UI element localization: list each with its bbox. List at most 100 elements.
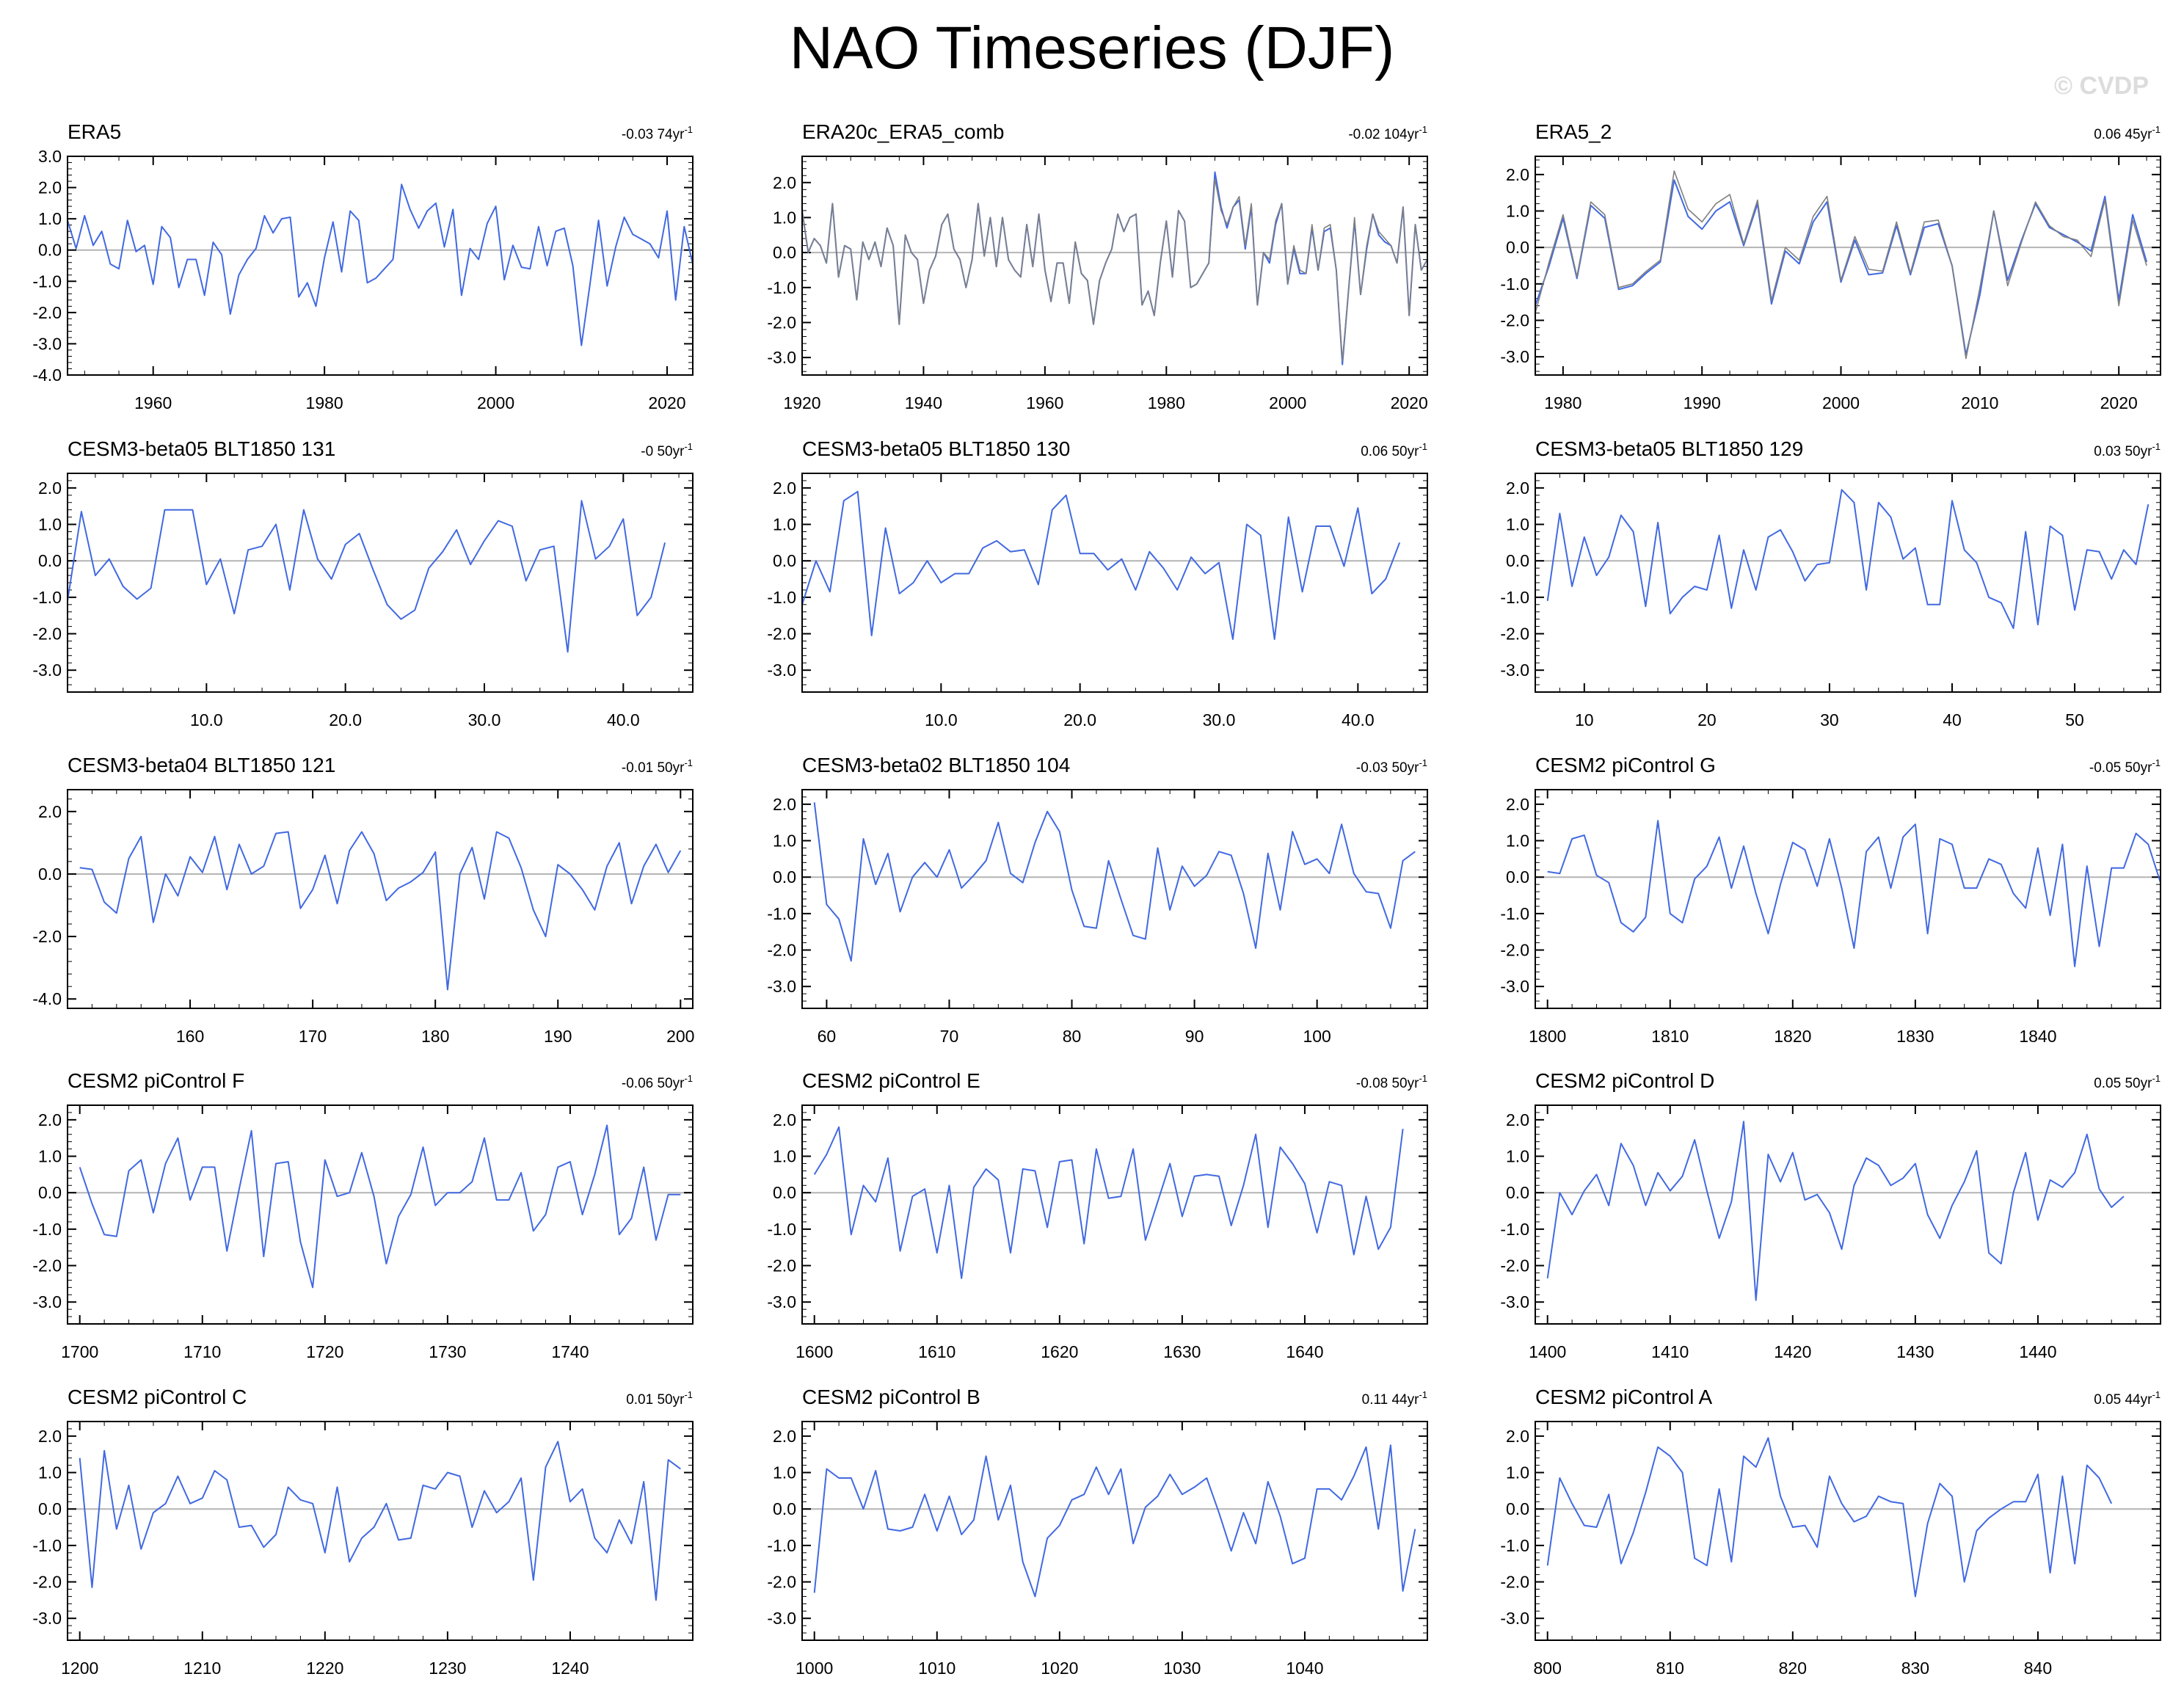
x-tick-label: 40	[1943, 710, 1962, 729]
y-tick-label: 2.0	[773, 1110, 796, 1129]
x-tick-label: 1840	[2019, 1027, 2056, 1046]
chart-panel-6: CESM3-beta05 BLT1850 129 0.03 50yr-1 -3.0 -…	[1500, 437, 2161, 729]
x-tick-label: 1420	[1774, 1342, 1811, 1361]
x-tick-label: 20.0	[1063, 710, 1096, 729]
y-tick-label: -2.0	[32, 1256, 62, 1275]
series-line	[1546, 1437, 2113, 1598]
trend-label: 0.05 50yr-1	[2094, 1073, 2161, 1091]
panel-title: ERA20c_ERA5_comb	[802, 120, 1004, 143]
y-tick-label: 1.0	[1506, 202, 1529, 221]
x-tick-label: 1980	[1544, 393, 1581, 412]
x-tick-label: 90	[1185, 1027, 1204, 1046]
x-tick-label: 170	[299, 1027, 327, 1046]
series-line	[79, 1441, 681, 1601]
y-tick-label: 2.0	[773, 795, 796, 814]
series-line	[79, 1124, 681, 1289]
x-tick-label: 1610	[918, 1342, 956, 1361]
y-tick-label: -1.0	[32, 272, 62, 291]
y-tick-label: -1.0	[767, 588, 796, 607]
x-tick-label: 810	[1656, 1659, 1684, 1678]
panel-title: CESM3-beta04 BLT1850 121	[68, 754, 335, 776]
chart-panel-12: CESM2 piControl D 0.05 50yr-1 -3.0 -2.0 -1.0…	[1500, 1069, 2161, 1361]
x-tick-label: 10.0	[925, 710, 958, 729]
y-tick-label: -1.0	[1500, 1536, 1529, 1555]
y-tick-label: -2.0	[767, 313, 796, 332]
chart-panel-8: CESM3-beta02 BLT1850 104 -0.03 50yr-1 -3.0…	[767, 754, 1428, 1046]
y-tick-label: 0.0	[1506, 1183, 1529, 1202]
x-tick-label: 1000	[796, 1659, 833, 1678]
x-tick-label: 1030	[1163, 1659, 1201, 1678]
x-tick-label: 190	[544, 1027, 572, 1046]
y-tick-label: 0.0	[1506, 238, 1529, 257]
series-line	[67, 500, 666, 653]
series-line	[1547, 820, 2161, 967]
x-tick-label: 1730	[429, 1342, 466, 1361]
y-tick-label: -2.0	[1500, 311, 1529, 330]
x-tick-label: 10	[1575, 710, 1594, 729]
y-tick-label: 2.0	[1506, 795, 1529, 814]
x-tick-label: 100	[1303, 1027, 1331, 1046]
y-tick-label: 0.0	[1506, 551, 1529, 570]
y-tick-label: 1.0	[1506, 831, 1529, 851]
x-tick-label: 40.0	[607, 710, 640, 729]
x-tick-label: 1960	[1026, 393, 1063, 412]
x-tick-label: 2020	[2100, 393, 2138, 412]
y-tick-label: -3.0	[767, 348, 796, 367]
x-tick-label: 40.0	[1342, 710, 1375, 729]
y-tick-label: 0.0	[773, 243, 796, 262]
trend-label: 0.06 45yr-1	[2094, 124, 2161, 142]
y-tick-label: 1.0	[1506, 1147, 1529, 1166]
chart-panel-3: ERA5_2 0.06 45yr-1 -3.0 -2.0 -1.0 0.0 1.0 2.0 19…	[1500, 120, 2161, 412]
y-tick-label: 2.0	[38, 1110, 62, 1129]
x-tick-label: 1740	[551, 1342, 589, 1361]
y-tick-label: 2.0	[38, 178, 62, 197]
chart-panel-14: CESM2 piControl B 0.11 44yr-1 -3.0 -2.0 -1.0…	[767, 1386, 1428, 1678]
x-tick-label: 1630	[1163, 1342, 1201, 1361]
y-tick-label: -1.0	[767, 278, 796, 297]
y-tick-label: -1.0	[1500, 274, 1529, 294]
y-tick-label: -3.0	[32, 334, 62, 353]
y-tick-label: 0.0	[1506, 1499, 1529, 1518]
x-tick-label: 1820	[1774, 1027, 1811, 1046]
x-tick-label: 20	[1697, 710, 1717, 729]
plot-frame	[801, 789, 1428, 1009]
x-tick-label: 200	[666, 1027, 694, 1046]
y-tick-label: -1.0	[767, 904, 796, 923]
panel-title: CESM2 piControl E	[802, 1069, 980, 1092]
panel-title: CESM2 piControl G	[1535, 754, 1716, 776]
y-tick-label: 1.0	[38, 209, 62, 228]
y-tick-label: -2.0	[767, 1573, 796, 1592]
y-tick-label: 2.0	[1506, 478, 1529, 498]
y-tick-label: -1.0	[767, 1220, 796, 1239]
y-tick-label: -2.0	[767, 625, 796, 644]
series-line	[813, 1444, 1416, 1598]
series-line	[813, 802, 1416, 962]
x-tick-label: 1040	[1286, 1659, 1323, 1678]
y-tick-label: 2.0	[773, 1427, 796, 1446]
y-tick-label: -1.0	[32, 1220, 62, 1239]
x-tick-label: 30	[1820, 710, 1839, 729]
y-tick-label: 1.0	[38, 1463, 62, 1482]
x-tick-label: 20.0	[329, 710, 362, 729]
y-tick-label: -3.0	[32, 1292, 62, 1311]
y-tick-label: -3.0	[767, 660, 796, 680]
trend-label: -0.05 50yr-1	[2089, 757, 2161, 776]
y-tick-label: -4.0	[32, 989, 62, 1008]
y-tick-label: 2.0	[38, 1427, 62, 1446]
y-tick-label: -2.0	[767, 941, 796, 960]
panel-title: CESM2 piControl D	[1535, 1069, 1714, 1092]
trend-label: 0.03 50yr-1	[2094, 441, 2161, 459]
panel-title: CESM3-beta05 BLT1850 131	[68, 437, 335, 460]
y-tick-label: -1.0	[1500, 1220, 1529, 1239]
plot-frame	[67, 789, 694, 1009]
trend-label: 0.05 44yr-1	[2094, 1389, 2161, 1408]
panel-title: CESM2 piControl B	[802, 1386, 980, 1408]
y-tick-label: -1.0	[1500, 588, 1529, 607]
y-tick-label: -2.0	[32, 927, 62, 946]
y-tick-label: 0.0	[773, 1183, 796, 1202]
x-tick-label: 180	[421, 1027, 449, 1046]
y-tick-label: -2.0	[32, 303, 62, 322]
x-tick-label: 10.0	[190, 710, 223, 729]
panel-title: CESM3-beta02 BLT1850 104	[802, 754, 1070, 776]
